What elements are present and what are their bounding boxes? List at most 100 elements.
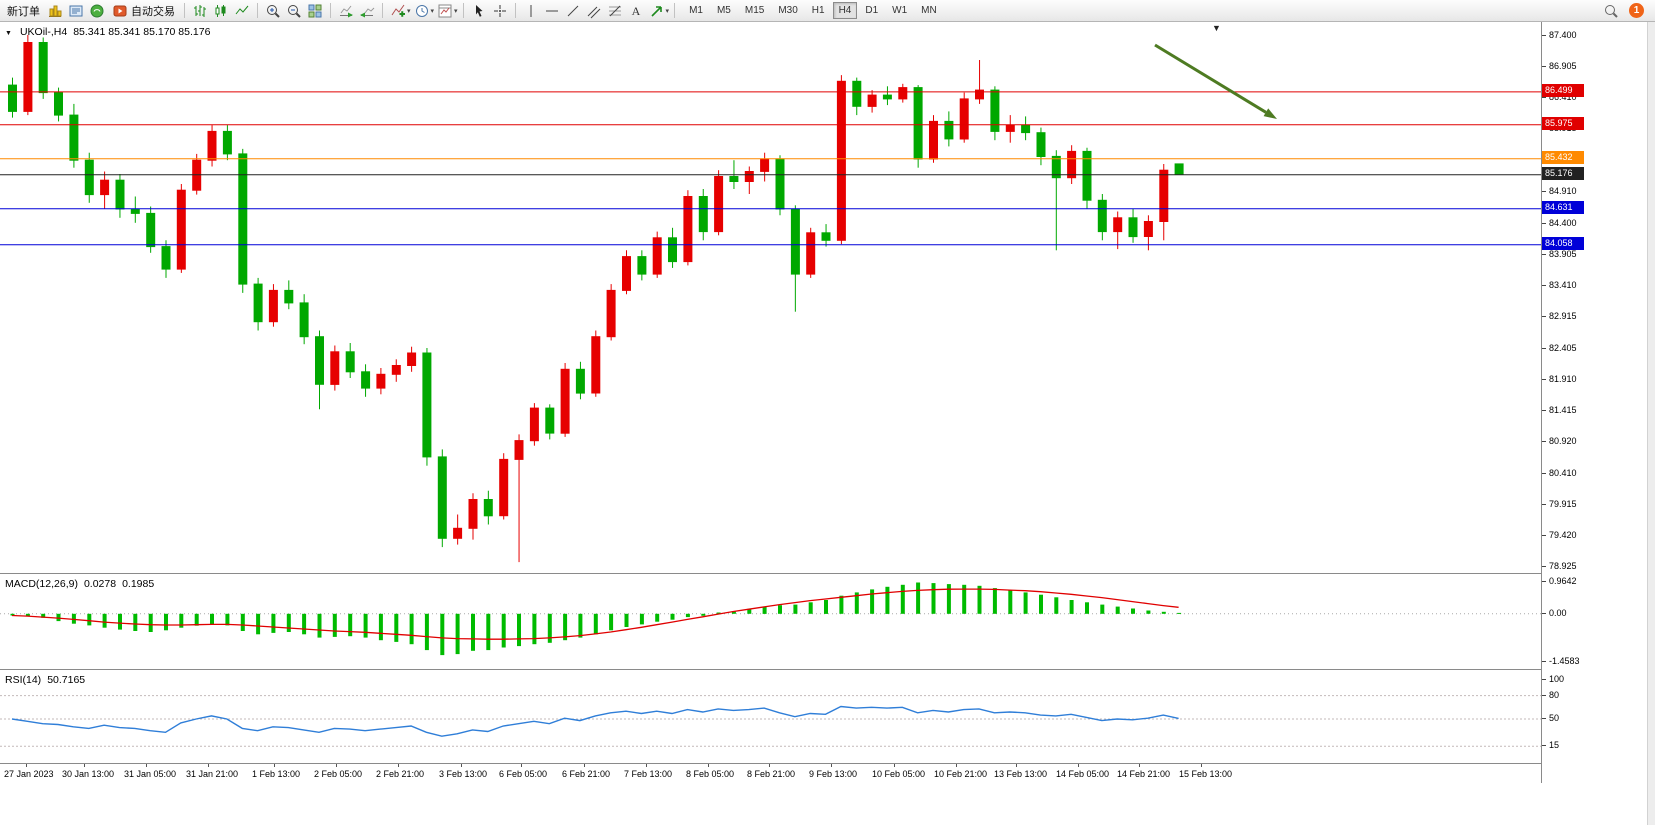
time-axis-label: 14 Feb 05:00 (1056, 769, 1110, 779)
price-tick-label: 83.905 (1549, 248, 1577, 259)
time-axis-tickmark (894, 764, 895, 767)
periods-icon[interactable] (412, 2, 432, 20)
autotrading-icon (112, 3, 128, 19)
horizontal-line-tool-icon[interactable] (542, 2, 562, 20)
periods-caret-icon[interactable]: ▾ (430, 7, 435, 15)
chart-shift-marker[interactable]: ▼ (1212, 23, 1221, 33)
axis-tickmark (1542, 472, 1546, 474)
axis-tickmark (1542, 253, 1546, 255)
axis-tickmark (1542, 612, 1546, 614)
toolbar-separator (184, 3, 185, 18)
zoom-out-icon[interactable] (284, 2, 304, 20)
profiles-icon[interactable] (45, 2, 65, 20)
timeframe-m30[interactable]: M30 (778, 5, 798, 16)
time-axis-tickmark (584, 764, 585, 767)
macd-name: MACD(12,26,9) (5, 578, 78, 590)
macd-axis-label: -1.4583 (1549, 655, 1580, 666)
time-axis-tickmark (708, 764, 709, 767)
price-line-label: 84.631 (1542, 201, 1584, 215)
text-tool-icon[interactable]: A (626, 2, 646, 20)
arrows-tool-icon[interactable] (647, 2, 667, 20)
price-chart-panel[interactable]: ▼ UKOil-,H4 85.341 85.341 85.170 85.176 … (0, 22, 1541, 573)
axis-tickmark (1542, 694, 1546, 696)
new-order-button[interactable]: 新订单 (3, 2, 44, 20)
timeframe-w1[interactable]: W1 (892, 5, 908, 16)
arrows-caret-icon[interactable]: ▾ (665, 7, 670, 15)
price-tick-label: 78.925 (1549, 560, 1577, 571)
time-axis-tickmark (274, 764, 275, 767)
rsi-axis-label: 100 (1549, 674, 1565, 684)
price-tick-label: 86.905 (1549, 60, 1577, 71)
community-icon[interactable] (87, 2, 107, 20)
price-tick-label: 84.910 (1549, 185, 1577, 196)
trendline-tool-icon[interactable] (563, 2, 583, 20)
line-chart-type-icon[interactable] (232, 2, 252, 20)
search-icon[interactable] (1601, 2, 1621, 20)
notification-badge[interactable]: 1 (1629, 3, 1644, 18)
market-watch-icon[interactable] (66, 2, 86, 20)
toolbar-right-group: 1 (1601, 2, 1652, 20)
time-axis-tickmark (956, 764, 957, 767)
vertical-scrollbar[interactable] (1647, 22, 1655, 825)
templates-icon[interactable] (435, 2, 455, 20)
fibonacci-tool-icon[interactable] (605, 2, 625, 20)
rsi-line (11, 705, 1179, 737)
time-axis-tickmark (461, 764, 462, 767)
horizontal-lines-layer[interactable] (0, 91, 1541, 246)
chart-menu-icon[interactable]: ▼ (5, 30, 12, 37)
axis-tickmark (1542, 347, 1546, 349)
timeframe-h1[interactable]: H1 (811, 5, 825, 16)
axis-tickmark (1542, 35, 1546, 36)
rsi-chart[interactable] (0, 670, 1541, 763)
candlestick-chart[interactable] (0, 22, 1541, 573)
toolbar-separator (674, 3, 676, 18)
vertical-line-tool-icon[interactable] (521, 2, 541, 20)
macd-axis-label: 0.9642 (1549, 576, 1577, 586)
macd-chart[interactable] (0, 574, 1541, 669)
rsi-panel[interactable]: RSI(14) 50.7165 (0, 669, 1541, 763)
candlestick-type-icon[interactable] (211, 2, 231, 20)
channel-tool-icon[interactable] (584, 2, 604, 20)
macd-label: MACD(12,26,9) 0.0278 0.1985 (5, 578, 154, 590)
rsi-axis-label: 50 (1549, 713, 1560, 723)
price-tick-label: 82.405 (1549, 342, 1577, 353)
indicators-icon[interactable] (388, 2, 408, 20)
axis-tickmark (1542, 409, 1546, 411)
timeframe-m5[interactable]: M5 (716, 5, 731, 16)
time-axis[interactable]: 27 Jan 2023 30 Jan 13:00 31 Jan 05:00 31 Ja… (0, 763, 1541, 783)
price-line-label: 85.432 (1542, 151, 1584, 165)
axis-tickmark (1542, 679, 1546, 680)
price-axis[interactable]: 87.40086.90586.41085.91585.42084.91084.4… (1541, 22, 1648, 783)
zoom-in-icon[interactable] (263, 2, 283, 20)
timeframe-d1[interactable]: D1 (865, 5, 879, 16)
time-axis-label: 13 Feb 13:00 (994, 769, 1048, 779)
axis-tickmark (1542, 315, 1546, 317)
templates-caret-icon[interactable]: ▾ (454, 7, 458, 15)
rsi-name: RSI(14) (5, 674, 42, 686)
price-tick-label: 82.915 (1549, 310, 1577, 321)
bar-chart-type-icon[interactable] (190, 2, 210, 20)
time-axis-label: 2 Feb 21:00 (376, 769, 425, 779)
chart-shift-icon[interactable] (357, 2, 377, 20)
tile-windows-icon[interactable] (305, 2, 325, 20)
indicators-caret-icon[interactable]: ▾ (407, 7, 411, 15)
timeframe-m1[interactable]: M1 (689, 5, 703, 16)
timeframe-m15[interactable]: M15 (744, 5, 765, 16)
autotrading-button[interactable]: 自动交易 (108, 2, 179, 20)
time-axis-label: 27 Jan 2023 (4, 769, 54, 779)
cursor-icon[interactable] (469, 2, 489, 20)
time-axis-label: 10 Feb 05:00 (872, 769, 926, 779)
time-axis-tickmark (208, 764, 209, 767)
timeframe-h4[interactable]: H4 (832, 2, 858, 19)
trend-arrow-annotation[interactable] (1154, 43, 1277, 119)
crosshair-icon[interactable] (490, 2, 510, 20)
timeframe-mn[interactable]: MN (921, 5, 937, 16)
price-line-label: 84.058 (1542, 237, 1584, 251)
axis-tickmark (1542, 503, 1546, 505)
time-axis-label: 31 Jan 05:00 (124, 769, 177, 779)
price-tick-label: 79.420 (1549, 529, 1577, 540)
time-axis-tickmark (1201, 764, 1202, 767)
macd-panel[interactable]: MACD(12,26,9) 0.0278 0.1985 (0, 573, 1541, 669)
symbol-timeframe-label: UKOil-,H4 (19, 26, 68, 38)
auto-scroll-icon[interactable] (336, 2, 356, 20)
